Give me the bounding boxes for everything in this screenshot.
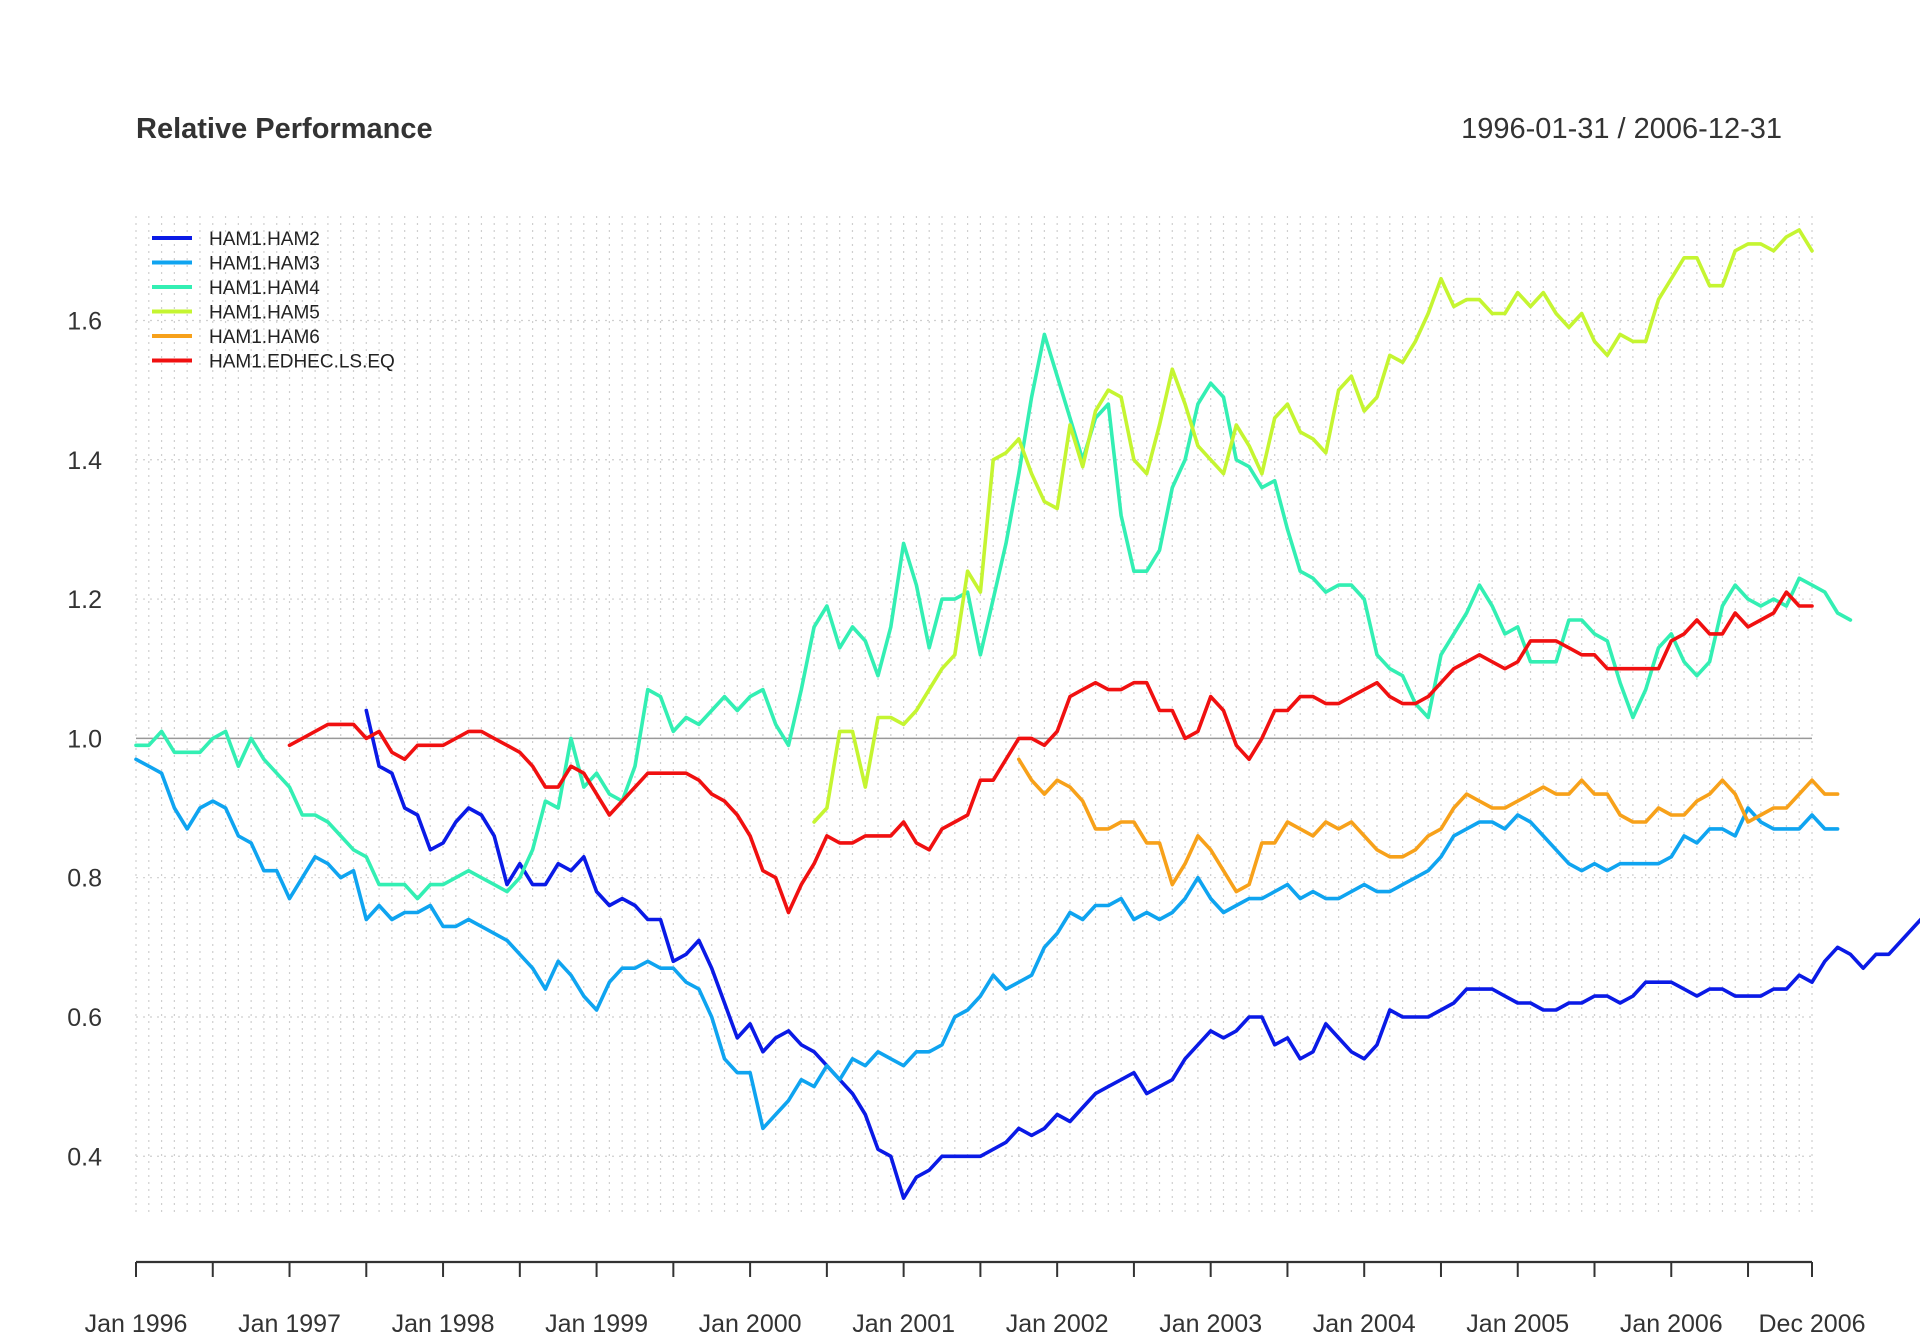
chart-title: Relative Performance	[136, 113, 433, 145]
series-line-ham1-edhec-ls-eq	[287, 590, 1814, 915]
x-tick-label: Jan 2005	[1466, 1310, 1569, 1338]
legend-label: HAM1.HAM5	[209, 303, 320, 324]
series-line-ham1-ham2	[364, 708, 1920, 1200]
series-line-ham1-ham4	[134, 332, 1853, 901]
y-tick-label: 1.0	[67, 725, 102, 753]
series-line-ham1-ham5	[812, 228, 1814, 824]
x-tick-label: Jan 2001	[852, 1310, 955, 1338]
y-tick-label: 0.4	[67, 1143, 102, 1171]
x-tick-label: Jan 2006	[1620, 1310, 1723, 1338]
x-axis: Jan 1996 Jan 1997 Jan 1998 Jan 1999 Jan 2000…	[85, 1260, 1866, 1338]
y-tick-label: 0.8	[67, 865, 102, 893]
y-axis: 0.4 0.6 0.8 1.0 1.2 1.4 1.6	[67, 307, 102, 1171]
legend-label: HAM1.HAM4	[209, 278, 320, 299]
x-tick-label: Jan 1997	[238, 1310, 341, 1338]
x-tick-label: Jan 1996	[85, 1310, 188, 1338]
series-group	[134, 228, 1920, 1200]
legend-label: HAM1.HAM2	[209, 229, 320, 250]
y-tick-label: 1.2	[67, 586, 102, 614]
legend-label: HAM1.HAM6	[209, 327, 320, 348]
x-tick-label: Jan 2004	[1313, 1310, 1416, 1338]
grid	[135, 216, 1813, 1212]
chart-date-range: 1996-01-31 / 2006-12-31	[1461, 113, 1782, 145]
series-line-ham1-ham3	[134, 757, 1840, 1131]
x-tick-label: Jan 2003	[1159, 1310, 1262, 1338]
legend: HAM1.HAM2 HAM1.HAM3 HAM1.HAM4 HAM1.HAM5 HAM1…	[152, 229, 395, 373]
legend-label: HAM1.HAM3	[209, 254, 320, 275]
x-tick-label: Jan 1998	[392, 1310, 495, 1338]
x-tick-label: Jan 1999	[545, 1310, 648, 1338]
x-tick-label: Jan 2002	[1006, 1310, 1109, 1338]
x-tick-label: Jan 2000	[699, 1310, 802, 1338]
y-tick-label: 1.6	[67, 307, 102, 335]
y-tick-label: 1.4	[67, 447, 102, 475]
x-tick-label: Dec 2006	[1758, 1310, 1865, 1338]
legend-label: HAM1.EDHEC.LS.EQ	[209, 352, 395, 373]
series-line-ham1-ham6	[1016, 757, 1840, 894]
y-tick-label: 0.6	[67, 1004, 102, 1032]
